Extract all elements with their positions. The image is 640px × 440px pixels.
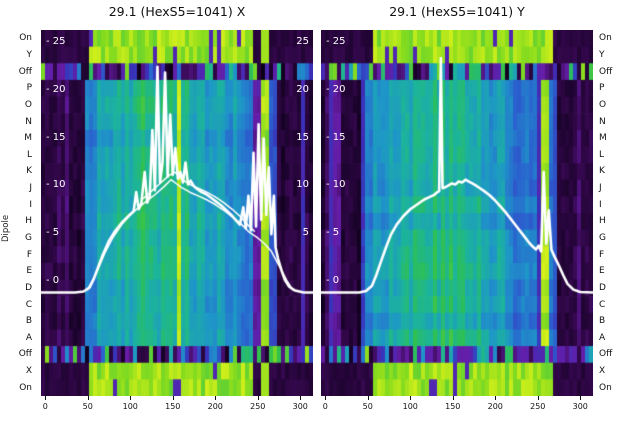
row-label-right: D (599, 282, 606, 293)
row-label-left: N (25, 116, 32, 127)
inner-ytick-label-right: 10 (296, 179, 309, 191)
inner-ytick-label-right: 15 (296, 131, 309, 143)
x-tick-label: 100 (402, 402, 418, 411)
x-tick-mark (410, 396, 412, 400)
x-tick-label: 0 (322, 402, 328, 411)
x-tick-label: 200 (487, 402, 503, 411)
x-tick-label: 200 (207, 402, 223, 411)
row-label-left: I (29, 199, 32, 210)
row-label-right: I (599, 199, 602, 210)
x-tick-mark (300, 396, 302, 400)
x-tick-label: 100 (122, 402, 138, 411)
right-panel-title: 29.1 (HexS5=1041) Y (389, 4, 525, 19)
row-label-left: B (25, 316, 32, 327)
row-label-right: L (599, 149, 605, 160)
row-label-left: G (25, 232, 32, 243)
x-tick-mark (257, 396, 259, 400)
row-label-left: A (25, 332, 32, 343)
left-panel-title: 29.1 (HexS5=1041) X (108, 4, 246, 19)
row-label-left: On (19, 382, 32, 393)
x-tick-label: 0 (42, 402, 48, 411)
x-tick-label: 250 (530, 402, 546, 411)
row-label-right: On (599, 382, 612, 393)
x-tick-mark (537, 396, 539, 400)
x-tick-mark (172, 396, 174, 400)
row-label-left: X (25, 366, 32, 377)
row-label-right: Off (599, 349, 613, 360)
heatmap-canvas-x (41, 30, 313, 396)
x-tick-mark (452, 396, 454, 400)
row-label-right: On (599, 33, 612, 44)
inner-ytick-label-right: 20 (296, 83, 309, 95)
row-label-right: Y (599, 49, 605, 60)
row-label-left: Off (18, 349, 32, 360)
row-label-left: On (19, 33, 32, 44)
inner-ytick-label-right: 25 (296, 36, 309, 47)
inner-ytick-label: - 15 (326, 131, 346, 143)
inner-ytick-label: - 25 (46, 36, 66, 47)
x-tick-mark (580, 396, 582, 400)
row-label-left: K (26, 166, 32, 177)
row-label-left: F (26, 249, 32, 260)
x-tick-label: 50 (82, 402, 93, 411)
x-tick-mark (130, 396, 132, 400)
inner-ytick-label: - 5 (46, 227, 60, 239)
row-label-right: A (599, 332, 606, 343)
x-tick-mark (215, 396, 217, 400)
x-tick-label: 150 (445, 402, 461, 411)
x-tick-label: 300 (292, 402, 308, 411)
row-label-right: O (599, 99, 607, 110)
heatmap-canvas-y (321, 30, 593, 396)
inner-ytick-label: - 20 (46, 83, 66, 95)
row-label-right: X (599, 366, 606, 377)
inner-ytick-label: - 5 (326, 227, 340, 239)
row-label-right: C (599, 299, 606, 310)
row-label-left: P (26, 83, 32, 94)
row-label-left: H (25, 216, 32, 227)
x-tick-label: 250 (250, 402, 266, 411)
row-label-left: J (29, 183, 32, 194)
inner-ytick-label: - 15 (46, 131, 66, 143)
row-label-left: C (25, 299, 32, 310)
row-label-left: M (24, 133, 32, 144)
x-tick-mark (367, 396, 369, 400)
row-label-right: F (599, 249, 605, 260)
inner-ytick-label-right: 5 (302, 227, 309, 239)
inner-ytick-label: - 10 (326, 179, 346, 191)
inner-ytick-label: - 0 (46, 275, 60, 286)
row-label-right: N (599, 116, 606, 127)
row-label-left: D (25, 282, 32, 293)
x-tick-label: 150 (165, 402, 181, 411)
row-label-right: E (599, 266, 605, 277)
row-label-right: P (599, 83, 605, 94)
row-label-right: H (599, 216, 606, 227)
x-tick-mark (495, 396, 497, 400)
row-label-left: E (26, 266, 32, 277)
inner-ytick-label: - 20 (326, 83, 346, 95)
row-label-left: O (24, 99, 32, 110)
row-label-right: G (599, 232, 606, 243)
row-label-right: M (599, 133, 607, 144)
heatmap-panel-x: - 25 - 20 - 15 - 10 - 5 - 0 25 20 15 10 5 (41, 30, 313, 396)
row-label-left: Y (26, 49, 33, 60)
heatmap-panel-y: - 25 - 20 - 15 - 10 - 5 - 0 (321, 30, 593, 396)
x-tick-mark (87, 396, 89, 400)
x-tick-mark (45, 396, 47, 400)
x-tick-label: 50 (362, 402, 373, 411)
x-tick-label: 300 (572, 402, 588, 411)
row-label-right: B (599, 316, 606, 327)
row-label-left: L (26, 149, 32, 160)
row-label-right: Off (599, 66, 613, 77)
row-label-right: J (599, 183, 602, 194)
row-label-left: Off (18, 66, 32, 77)
inner-ytick-label: - 10 (46, 179, 66, 191)
row-label-right: K (599, 166, 605, 177)
inner-ytick-label: - 25 (326, 36, 346, 47)
x-tick-mark (325, 396, 327, 400)
inner-ytick-label: - 0 (326, 275, 340, 286)
